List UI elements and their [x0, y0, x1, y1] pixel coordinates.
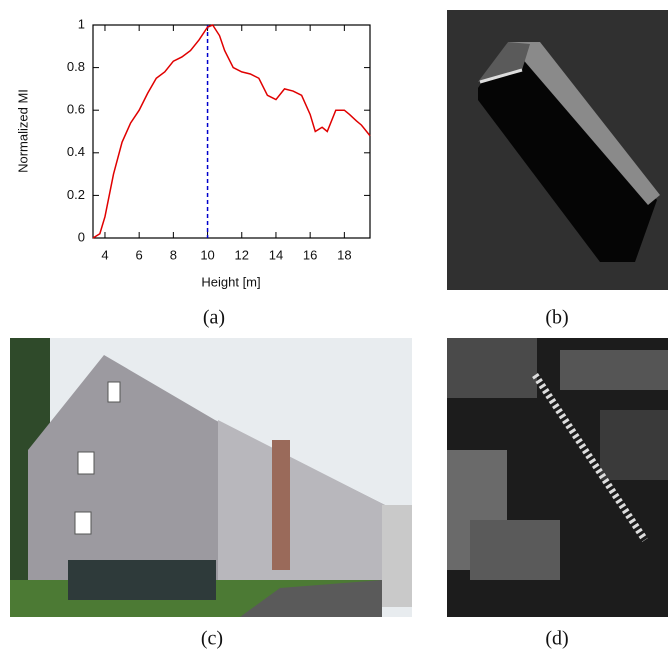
figure: Height [m] Normalized MI 00.20.40.60.814… — [0, 0, 668, 656]
x-axis-label: Height [m] — [201, 274, 260, 289]
page: Height [m] Normalized MI 00.20.40.60.814… — [0, 0, 668, 656]
building — [272, 440, 290, 570]
y-tick-label: 0.2 — [67, 187, 85, 202]
caption: (b) — [545, 307, 568, 329]
window — [75, 512, 91, 534]
caption: (d) — [545, 628, 568, 650]
panel-b-image — [447, 10, 668, 290]
x-tick-label: 16 — [303, 247, 317, 262]
x-tick-label: 12 — [235, 247, 249, 262]
y-tick-label: 0.8 — [67, 59, 85, 74]
region — [600, 410, 668, 480]
plot-frame — [93, 25, 370, 238]
garage — [382, 505, 412, 607]
caption: (a) — [203, 307, 225, 329]
x-tick-label: 6 — [136, 247, 143, 262]
window — [78, 452, 94, 474]
x-tick-label: 14 — [269, 247, 283, 262]
region — [447, 338, 537, 398]
panel-c-image — [10, 338, 412, 617]
chart: Height [m] Normalized MI 00.20.40.60.814… — [15, 16, 370, 289]
y-tick-label: 0.4 — [67, 144, 85, 159]
x-tick-label: 10 — [200, 247, 214, 262]
y-tick-label: 1 — [78, 16, 85, 31]
data-line — [93, 25, 370, 238]
x-tick-label: 8 — [170, 247, 177, 262]
panel-d-image — [447, 338, 668, 617]
caption: (c) — [201, 628, 223, 650]
y-tick-label: 0 — [78, 229, 85, 244]
x-tick-label: 4 — [101, 247, 108, 262]
region — [470, 520, 560, 580]
bins — [68, 560, 216, 600]
y-axis-label: Normalized MI — [15, 89, 30, 173]
region — [560, 350, 668, 390]
x-tick-label: 18 — [337, 247, 351, 262]
y-tick-label: 0.6 — [67, 102, 85, 117]
window — [108, 382, 120, 402]
